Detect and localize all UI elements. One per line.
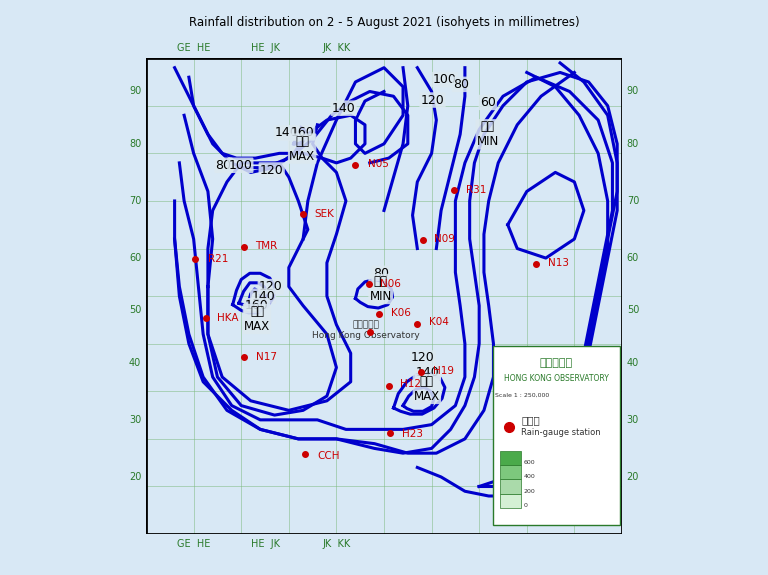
Text: N06: N06 xyxy=(380,279,401,289)
Text: 120: 120 xyxy=(421,94,445,106)
Text: 90: 90 xyxy=(627,86,639,97)
Text: H23: H23 xyxy=(402,429,422,439)
Text: 香港天文台: 香港天文台 xyxy=(540,358,573,368)
Text: K06: K06 xyxy=(391,308,411,318)
Text: 120: 120 xyxy=(259,280,283,293)
Text: 160: 160 xyxy=(245,299,269,312)
Text: 最低
MIN: 最低 MIN xyxy=(477,120,499,148)
Text: N09: N09 xyxy=(435,234,455,244)
Text: 120: 120 xyxy=(411,351,435,365)
Text: TMR: TMR xyxy=(256,241,278,251)
Text: 60: 60 xyxy=(129,253,141,263)
Text: N13: N13 xyxy=(548,258,569,268)
Text: Rain-gauge station: Rain-gauge station xyxy=(521,428,601,437)
Text: 香港天文台
Hong Kong Observatory: 香港天文台 Hong Kong Observatory xyxy=(312,321,420,340)
Text: N05: N05 xyxy=(369,159,389,169)
Text: SEK: SEK xyxy=(315,209,334,219)
Text: 30: 30 xyxy=(627,415,639,425)
Text: 最高
MAX: 最高 MAX xyxy=(244,305,270,333)
Text: K04: K04 xyxy=(429,317,449,327)
Text: JK  KK: JK KK xyxy=(323,539,350,549)
Text: 400: 400 xyxy=(524,474,535,480)
Text: 最高
MAX: 最高 MAX xyxy=(289,135,315,163)
Text: 50: 50 xyxy=(627,305,639,316)
Text: 80: 80 xyxy=(627,139,639,149)
Text: HONG KONG OBSERVATORY: HONG KONG OBSERVATORY xyxy=(504,374,609,383)
Text: 60: 60 xyxy=(480,96,495,109)
Text: 0: 0 xyxy=(524,503,528,508)
Text: GE  HE: GE HE xyxy=(177,44,210,53)
Bar xyxy=(500,465,521,480)
Text: H12: H12 xyxy=(400,379,421,389)
Text: 140: 140 xyxy=(332,102,356,114)
Text: Scale 1 : 250,000: Scale 1 : 250,000 xyxy=(495,393,549,398)
Text: Rainfall distribution on 2 - 5 August 2021 (isohyets in millimetres): Rainfall distribution on 2 - 5 August 20… xyxy=(189,16,579,29)
Text: 140: 140 xyxy=(251,290,275,302)
Bar xyxy=(500,480,521,493)
Text: 70: 70 xyxy=(129,196,141,206)
Text: 最高
MAX: 最高 MAX xyxy=(414,375,440,403)
Bar xyxy=(500,451,521,465)
Text: HE  JK: HE JK xyxy=(250,44,280,53)
Text: HE  JK: HE JK xyxy=(250,539,280,549)
Text: 120: 120 xyxy=(260,163,283,177)
Text: H19: H19 xyxy=(432,366,454,376)
Text: 70: 70 xyxy=(627,196,639,206)
Text: 140: 140 xyxy=(275,126,299,139)
Text: 100: 100 xyxy=(433,73,457,86)
Text: R21: R21 xyxy=(208,254,228,264)
Bar xyxy=(500,493,521,508)
Text: 160: 160 xyxy=(290,126,314,139)
Text: 60: 60 xyxy=(513,476,529,489)
Text: 40: 40 xyxy=(627,358,639,368)
Text: GE  HE: GE HE xyxy=(177,539,210,549)
FancyBboxPatch shape xyxy=(492,346,620,524)
Text: 20: 20 xyxy=(129,472,141,482)
Text: 雨量站: 雨量站 xyxy=(521,415,540,425)
Text: 90: 90 xyxy=(129,86,141,97)
Text: 最低
MIN: 最低 MIN xyxy=(369,275,392,303)
Text: HKA: HKA xyxy=(217,313,239,324)
Text: 100: 100 xyxy=(228,159,252,172)
Text: 20: 20 xyxy=(627,472,639,482)
Text: 40: 40 xyxy=(129,358,141,368)
Text: JK  KK: JK KK xyxy=(323,44,350,53)
Text: R31: R31 xyxy=(466,185,486,194)
Text: CCH: CCH xyxy=(317,451,340,461)
Text: 30: 30 xyxy=(129,415,141,425)
Text: 200: 200 xyxy=(524,489,535,493)
Text: 80: 80 xyxy=(372,267,389,280)
Text: 60: 60 xyxy=(627,253,639,263)
Text: 80: 80 xyxy=(216,159,232,172)
Text: 80: 80 xyxy=(453,78,469,91)
Text: 140: 140 xyxy=(416,366,439,379)
Text: 50: 50 xyxy=(129,305,141,316)
Text: N17: N17 xyxy=(256,351,276,362)
Text: 600: 600 xyxy=(524,460,535,465)
Text: 80: 80 xyxy=(129,139,141,149)
